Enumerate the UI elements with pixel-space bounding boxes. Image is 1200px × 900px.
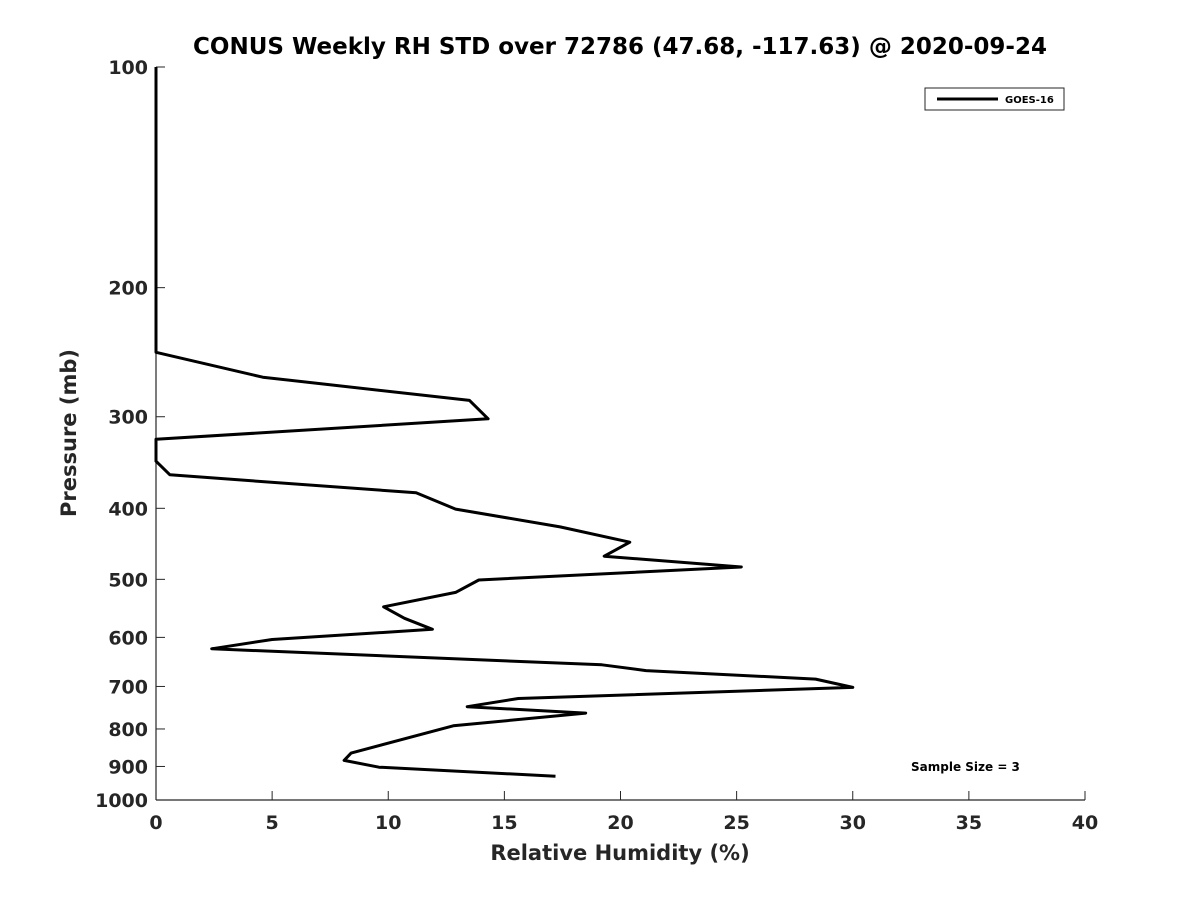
y-tick-label: 1000 — [95, 790, 148, 812]
y-tick-label: 900 — [108, 756, 148, 778]
y-tick-label: 400 — [108, 498, 148, 520]
x-tick-label: 5 — [266, 812, 279, 834]
series-line-goes-16 — [154, 67, 855, 778]
sample-size-annotation: Sample Size = 3 — [911, 760, 1020, 774]
chart-title: CONUS Weekly RH STD over 72786 (47.68, -… — [193, 34, 1047, 60]
series-lines — [154, 67, 855, 778]
y-tick-label: 800 — [108, 719, 148, 741]
legend: GOES-16 — [924, 87, 1065, 111]
tick-marks: 0 5 10 15 20 25 30 35 40 100 200 300 400 500 600 700 800… — [95, 57, 1098, 834]
y-tick-label: 200 — [108, 278, 148, 300]
y-tick-label: 500 — [108, 569, 148, 591]
legend-entry-goes-16: GOES-16 — [1005, 95, 1054, 106]
y-axis-label: Pressure (mb) — [57, 349, 81, 517]
x-tick-label: 10 — [375, 812, 401, 834]
x-tick-label: 15 — [491, 812, 517, 834]
y-tick-label: 100 — [108, 57, 148, 79]
x-tick-label: 20 — [607, 812, 633, 834]
y-tick-label: 300 — [108, 407, 148, 429]
x-tick-label: 40 — [1072, 812, 1098, 834]
x-tick-label: 0 — [149, 812, 162, 834]
y-tick-label: 600 — [108, 627, 148, 649]
x-tick-label: 30 — [840, 812, 866, 834]
x-axis-label: Relative Humidity (%) — [490, 841, 749, 865]
y-tick-label: 700 — [108, 676, 148, 698]
x-tick-label: 35 — [956, 812, 982, 834]
x-tick-label: 25 — [723, 812, 749, 834]
